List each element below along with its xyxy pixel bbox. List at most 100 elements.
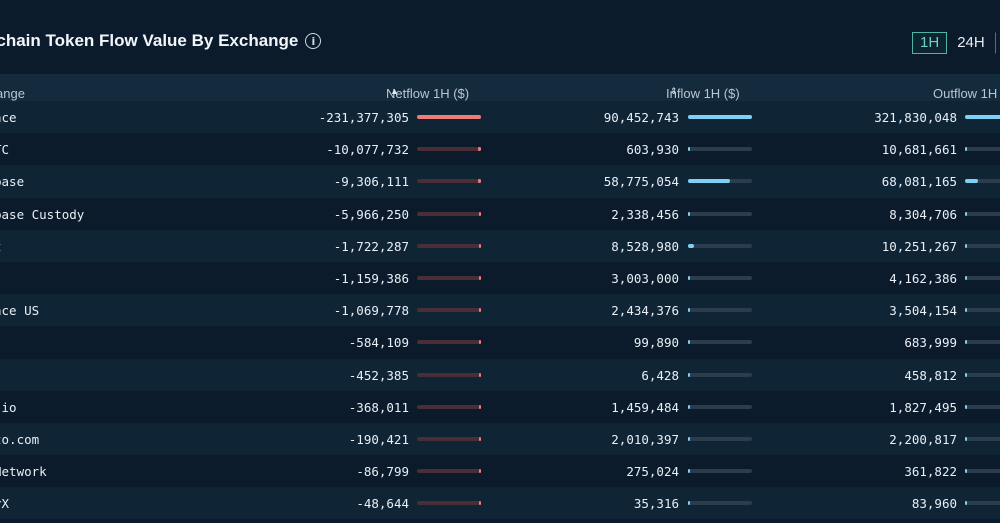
inflow-bar (688, 340, 752, 345)
outflow-bar-fill (965, 211, 967, 216)
netflow-bar-fill (478, 179, 481, 184)
inflow-value: 90,452,743 (603, 110, 679, 125)
table-row[interactable]: to.com -190,421 2,010,397 2,200,817 (0, 422, 1000, 456)
exchange-name: TC (0, 142, 10, 158)
outflow-value: 1,827,495 (889, 399, 957, 415)
exchange-name: t (0, 239, 2, 254)
inflow-bar (688, 404, 752, 409)
netflow-bar (417, 372, 481, 377)
inflow-bar (688, 501, 752, 506)
netflow-bar-fill (479, 436, 481, 441)
inflow-bar (688, 275, 752, 280)
sort-unsorted-icon: ⇕ (670, 86, 678, 96)
netflow-bar (417, 147, 481, 152)
outflow-bar-fill (965, 179, 979, 184)
netflow-bar (417, 436, 481, 441)
outflow-value: 4,162,386 (889, 270, 957, 286)
table-row[interactable]: nce -231,377,305 90,452,743 321,830,048 (0, 101, 1000, 134)
outflow-value: 2,200,817 (889, 431, 957, 447)
outflow-bar-fill (965, 308, 967, 313)
outflow-value: 321,830,048 (874, 110, 957, 125)
outflow-value: 361,822 (904, 464, 957, 480)
table-row[interactable]: .io -368,011 1,459,484 1,827,495 (0, 390, 1000, 423)
outflow-value: 10,251,267 (881, 238, 957, 254)
netflow-value: -10,077,732 (326, 142, 409, 158)
outflow-bar-fill (965, 147, 968, 152)
column-inflow-label: Inflow 1H ($) (666, 86, 740, 101)
inflow-bar-fill (688, 436, 690, 441)
table-row[interactable]: rX -48,644 35,316 83,960 (0, 487, 1000, 520)
inflow-value: 8,528,980 (611, 238, 679, 254)
outflow-bar (965, 469, 1000, 474)
outflow-bar (965, 308, 1000, 313)
outflow-bar-fill (965, 243, 968, 248)
outflow-bar (965, 211, 1000, 216)
table-header: ange Netflow 1H ($)▲ Inflow 1H ($)⇕ Outf… (0, 74, 1000, 101)
table-row[interactable]: nce US -1,069,778 2,434,376 3,504,154 (0, 294, 1000, 327)
outflow-bar-fill (965, 275, 967, 280)
netflow-bar (417, 501, 481, 506)
netflow-bar (417, 115, 481, 119)
timeframe-selector: 1H 24H (912, 32, 1000, 54)
info-icon[interactable]: i (305, 33, 322, 49)
inflow-bar-fill (688, 469, 690, 474)
netflow-bar (417, 308, 481, 313)
netflow-bar (417, 340, 481, 345)
timeframe-more-button[interactable] (994, 32, 1000, 54)
inflow-bar-fill (688, 179, 730, 184)
outflow-bar (965, 404, 1000, 409)
inflow-value: 1,459,484 (611, 399, 679, 415)
netflow-value: -231,377,305 (318, 110, 409, 125)
netflow-value: -368,011 (348, 399, 409, 415)
outflow-bar (965, 243, 1000, 248)
table-row[interactable]: base Custody -5,966,250 2,338,456 8,304,706 (0, 197, 1000, 230)
inflow-bar (688, 147, 752, 152)
inflow-value: 2,010,397 (611, 431, 679, 447)
exchange-name: base Custody (0, 206, 85, 222)
column-exchange-label: ange (0, 86, 25, 101)
outflow-bar (965, 275, 1000, 280)
netflow-bar (417, 275, 481, 280)
netflow-bar (417, 179, 481, 184)
table-row[interactable]: -452,385 6,428 458,812 (0, 358, 1000, 391)
inflow-bar (688, 211, 752, 216)
netflow-bar-fill (479, 275, 481, 280)
table-row[interactable]: -1,159,386 3,003,000 4,162,386 (0, 261, 1000, 295)
outflow-bar-fill (965, 340, 967, 345)
inflow-bar-fill (688, 372, 690, 377)
table-row[interactable]: t -1,722,287 8,528,980 10,251,267 (0, 229, 1000, 262)
netflow-bar (417, 404, 481, 409)
inflow-value: 35,316 (633, 496, 679, 512)
netflow-bar-fill (479, 501, 481, 506)
netflow-value: -1,069,778 (333, 303, 409, 319)
netflow-bar (417, 469, 481, 474)
inflow-bar (688, 115, 752, 119)
netflow-bar-fill (479, 211, 481, 216)
table-row[interactable]: base -9,306,111 58,775,054 68,081,165 (0, 165, 1000, 198)
netflow-bar-fill (479, 308, 481, 313)
outflow-value: 3,504,154 (889, 303, 957, 319)
inflow-bar (688, 469, 752, 474)
table-row[interactable]: -584,109 99,890 683,999 (0, 326, 1000, 359)
netflow-bar (417, 243, 481, 248)
outflow-bar (965, 179, 1000, 184)
inflow-value: 2,338,456 (611, 206, 679, 222)
outflow-bar-fill (965, 115, 1000, 119)
timeframe-1h-button[interactable]: 1H (912, 32, 948, 54)
netflow-bar-fill (479, 340, 481, 345)
inflow-value: 3,003,000 (611, 270, 679, 286)
inflow-value: 99,890 (633, 335, 679, 351)
netflow-value: -48,644 (356, 496, 409, 512)
inflow-bar-fill (688, 115, 752, 119)
table-row[interactable]: TC -10,077,732 603,930 10,681,661 (0, 133, 1000, 166)
outflow-bar (965, 340, 1000, 345)
netflow-bar-fill (479, 372, 481, 377)
table-row[interactable]: Network -86,799 275,024 361,822 (0, 455, 1000, 488)
inflow-bar-fill (688, 501, 690, 506)
inflow-value: 2,434,376 (611, 303, 679, 319)
timeframe-24h-button[interactable]: 24H (957, 34, 985, 51)
netflow-value: -86,799 (356, 464, 409, 480)
exchange-name: nce (0, 110, 17, 125)
netflow-value: -1,722,287 (333, 238, 409, 254)
table-body: nce -231,377,305 90,452,743 321,830,048 TC -1… (0, 101, 1000, 520)
